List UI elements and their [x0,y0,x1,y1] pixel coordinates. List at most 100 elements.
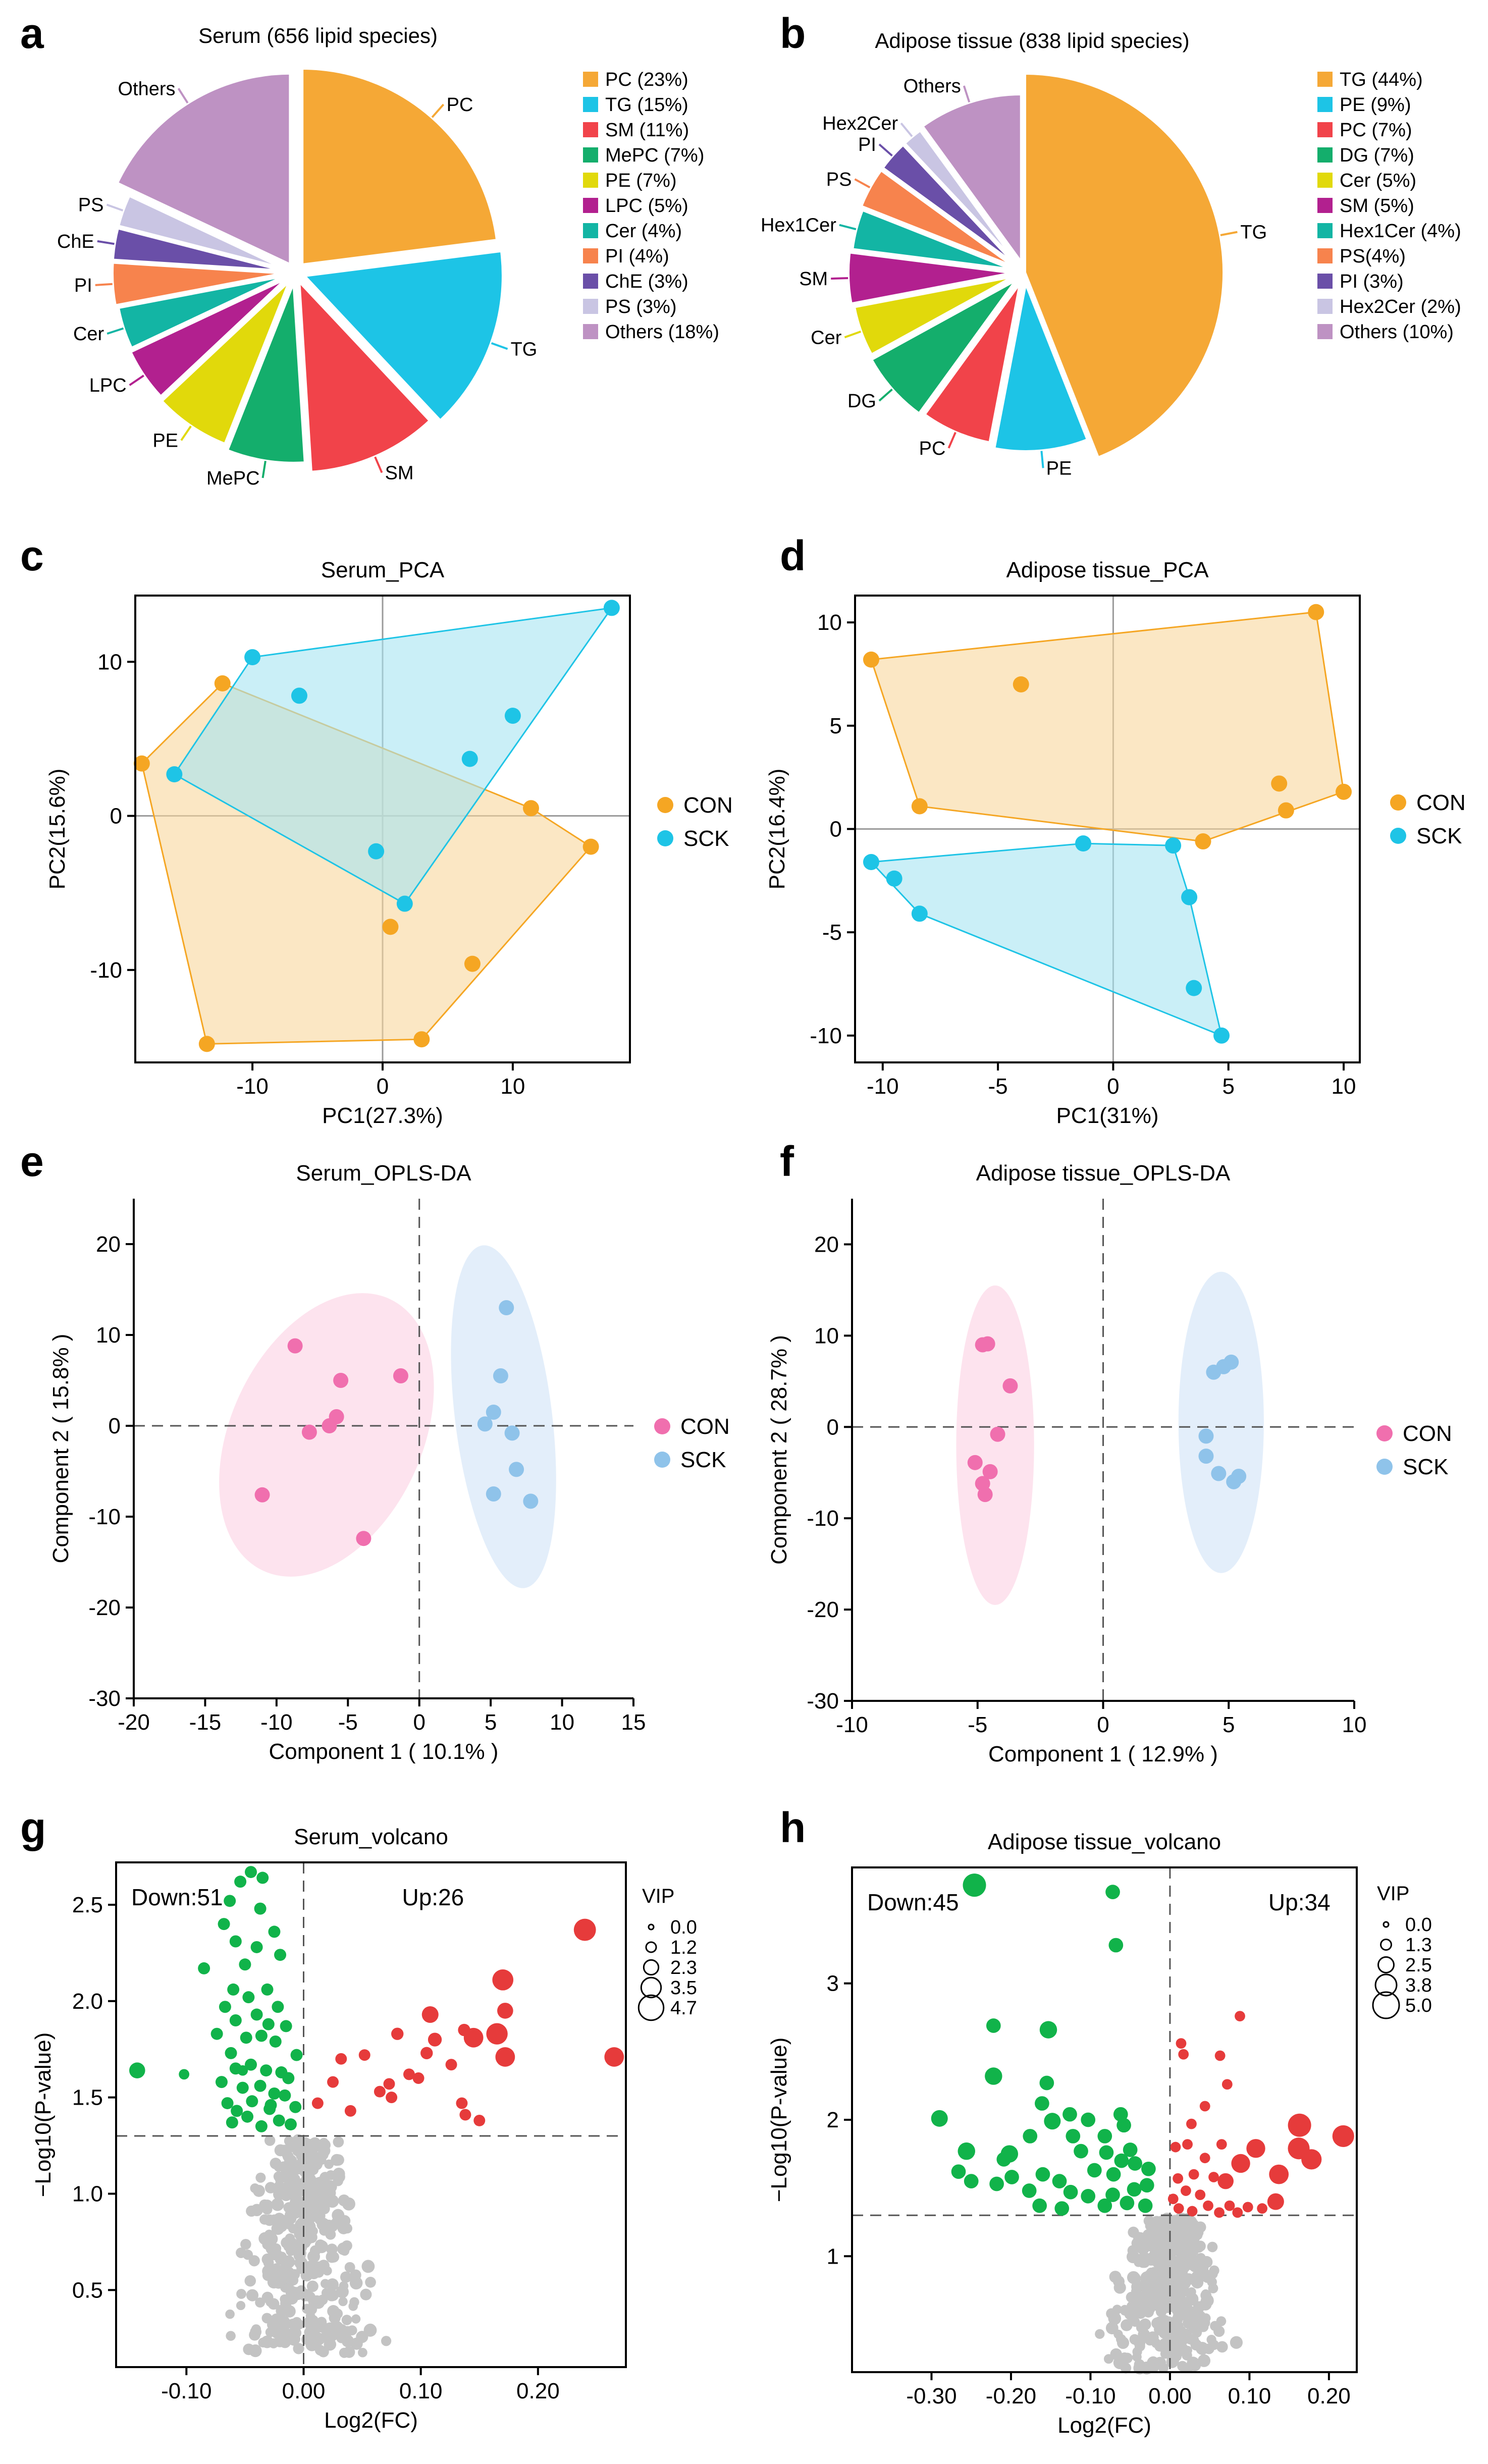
x-tick-label: 0 [1107,1074,1119,1099]
legend-item-others: Others (18%) [605,322,719,343]
y-axis-label: PC2(15.6%) [45,769,70,890]
point-not-significant [1213,2325,1225,2337]
point-down [254,1902,267,1915]
point-not-significant [1200,2290,1212,2301]
panel-letter-c: c [20,532,44,579]
point-down [260,2064,273,2077]
point-up [420,2047,433,2060]
pca-chart-c: -10 0 10 -10 0 10 Serum_PCA PC1(27.3%) PC2(15.6%… [45,558,733,1128]
pie-label-sm: SM [799,269,828,290]
point-con [393,1368,408,1383]
point-con [214,675,231,692]
y-tick-label: 0 [109,1414,121,1438]
point-con [198,1036,215,1052]
point-con [982,1464,998,1479]
point-down [985,2067,1002,2085]
point-down [250,1941,263,1953]
point-not-significant [336,2324,348,2336]
point-not-significant [1126,2250,1140,2264]
point-not-significant [295,2226,307,2239]
panel-letter-e: e [20,1138,44,1185]
point-down [1066,2129,1081,2144]
point-down [1097,2129,1112,2144]
legend-item-ps: PS (3%) [605,296,676,317]
point-down [198,1962,210,1974]
point-not-significant [249,2344,262,2358]
x-tick-label: -20 [118,1710,150,1735]
point-down [264,2099,277,2111]
point-not-significant [1155,2298,1168,2312]
point-down [129,2062,145,2079]
legend-item-pi: PI (4%) [605,246,669,267]
point-not-significant [251,2324,261,2334]
point-sck [911,905,928,922]
point-up [445,2059,457,2071]
point-not-significant [1143,2307,1154,2318]
point-con [967,1455,983,1470]
point-down [1097,2198,1112,2213]
legend-swatch-che [583,274,598,289]
point-down [1039,2075,1054,2091]
point-sck [1211,1466,1227,1481]
legend-marker-con [1376,1425,1393,1441]
panel-letter-d: d [780,532,806,579]
point-not-significant [1197,2354,1211,2367]
point-con [977,1487,993,1503]
point-down [1023,2129,1038,2144]
y-tick-label: 0 [110,804,122,829]
point-up [573,1918,596,1941]
vip-legend-marker [1377,1956,1395,1973]
point-not-significant [236,2300,246,2311]
point-not-significant [1157,2241,1167,2252]
x-tick-label: 15 [621,1710,646,1735]
point-sck [486,1486,501,1502]
legend-swatch-dg [1317,147,1333,163]
point-not-significant [324,2187,336,2199]
point-down [1063,2184,1078,2200]
x-tick-label: -5 [988,1074,1008,1099]
point-up [492,1969,514,1991]
legend-item-sm: SM (5%) [1340,195,1414,217]
point-not-significant [1151,2338,1161,2348]
point-not-significant [1110,2348,1122,2361]
point-not-significant [360,2288,372,2300]
pie-label-cer: Cer [811,327,842,348]
point-sck [166,766,183,783]
pie-label-others: Others [904,76,961,97]
x-tick-label: 0 [413,1710,425,1735]
legend-item-che: ChE (3%) [605,271,688,292]
pie-label-pe: PE [1046,458,1072,479]
point-not-significant [1132,2347,1142,2357]
point-not-significant [361,2260,375,2273]
legend-marker-sck [654,1452,670,1468]
point-con [356,1531,371,1546]
pie-label-cer: Cer [73,324,104,345]
point-down [1035,2096,1049,2111]
point-down [1035,2167,1050,2182]
point-not-significant [250,2204,263,2217]
y-axis-label: Component 2 ( 28.7% ) [767,1335,791,1565]
point-not-significant [304,2261,316,2273]
pie-slice-cer [852,274,1016,357]
point-not-significant [1178,2281,1189,2292]
point-down [225,2047,237,2059]
point-up [1288,2113,1311,2137]
pie-leader-pc [431,103,445,118]
vip-legend-marker [1374,1973,1398,1997]
point-not-significant [287,2140,297,2150]
point-not-significant [333,2154,344,2166]
legend-item-ps: PS(4%) [1340,246,1406,267]
point-not-significant [1178,2336,1188,2346]
point-con [980,1336,995,1352]
point-up [1232,2207,1243,2218]
x-tick-label: -0.10 [161,2379,211,2403]
point-up [403,2068,415,2080]
point-sck [477,1416,493,1432]
vip-legend-label: 2.3 [670,1957,697,1978]
point-down [274,1949,287,1961]
vip-legend-marker [1372,1991,1400,2019]
point-up [1214,2207,1225,2218]
point-not-significant [338,2194,350,2207]
legend-swatch-cer [583,223,598,238]
